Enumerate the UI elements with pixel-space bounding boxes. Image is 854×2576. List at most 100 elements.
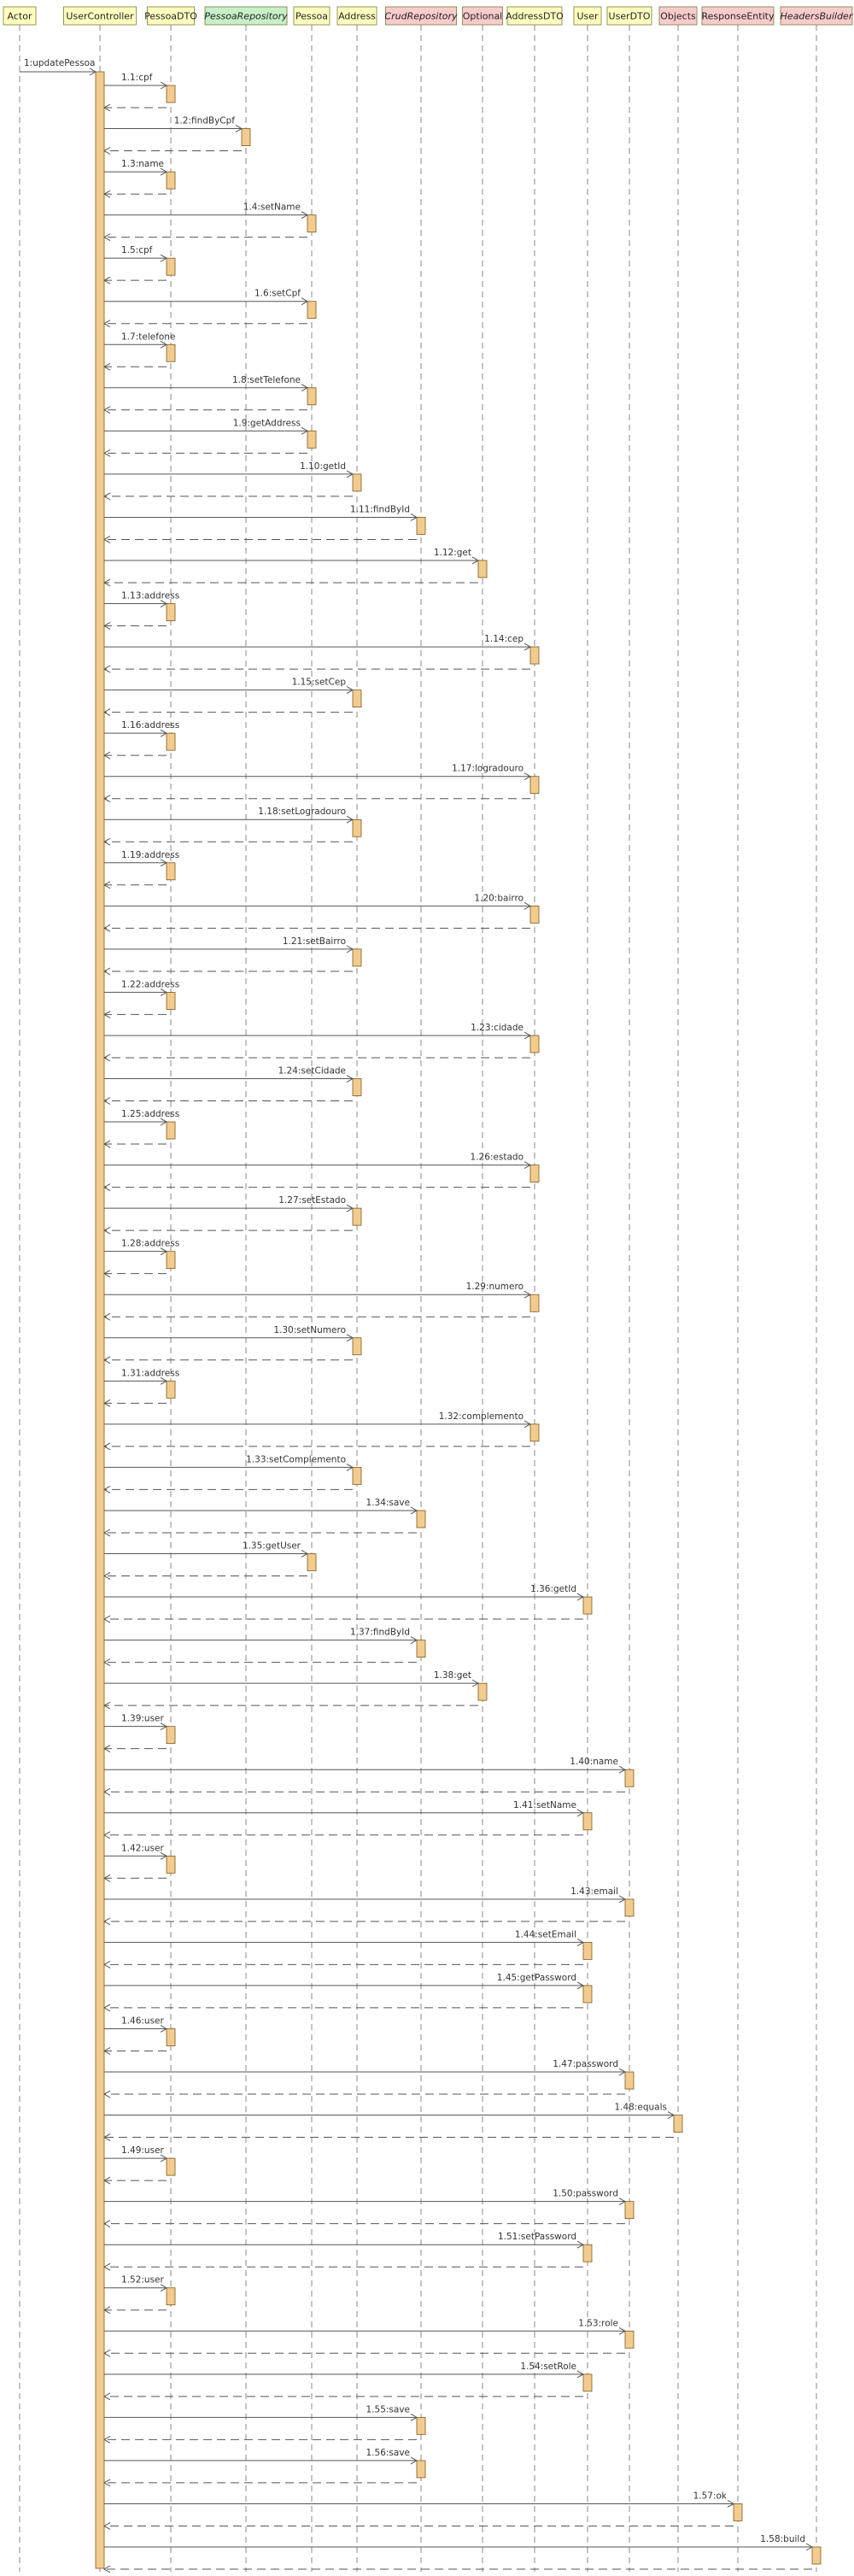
arrow-head [301,1550,309,1558]
arrow-head [102,190,111,198]
arrow-head [102,1053,111,1062]
arrow-head [102,320,111,328]
participant-box [462,6,503,26]
arrow-head [160,167,168,176]
message-57: 1.56:save [102,2448,426,2487]
participant-box [63,6,137,26]
message-6: 1.5:cpf [102,245,176,285]
arrow-head [805,2543,814,2551]
message-12: 1.11:findById [102,504,426,543]
activation-bar [529,1294,540,1312]
participant-label: ResponseEntity [702,11,775,22]
arrow-head [102,2176,111,2185]
message-label: 1.56:save [366,2448,411,2458]
arrow-head [618,2327,627,2335]
arrow-head [160,340,168,349]
participant-label: UserController [66,11,134,22]
arrow-head [102,1745,111,1753]
arrow-head [524,772,532,781]
arrow-head [102,708,111,717]
participant-label: AddressDTO [506,11,564,22]
arrow-head [102,924,111,932]
message-25: 1.24:setCidade [102,1066,362,1105]
message-49: 1.48:equals [102,2103,683,2141]
activation-bar [352,948,362,967]
arrow-head [576,2240,585,2249]
activation-bar [352,819,362,837]
participant-label: PessoaRepository [204,11,288,22]
message-label: 1.5:cpf [121,245,153,255]
activation-bar [477,560,488,578]
participant-user-dto: UserDTO [606,6,652,26]
arrow-head [235,125,243,132]
message-44: 1.43:email [102,1887,635,1926]
message-label: 1.42:user [121,1843,165,1853]
participant-label: User [576,11,599,22]
arrow-head [160,988,168,996]
activation-bar [624,2071,635,2090]
activation-bar [307,1553,317,1571]
message-31: 1.30:setNumero [102,1325,362,1364]
arrow-head [160,1851,168,1860]
message-13: 1.12:get [102,548,488,587]
arrow-head [102,578,111,587]
message-21: 1.20:bairro [102,893,540,932]
arrow-head [576,1938,585,1946]
message-label: 1.35:getUser [243,1540,301,1551]
arrow-head [618,2068,627,2076]
arrow-head [102,406,111,414]
message-label: 1.22:address [121,979,179,989]
arrow-head [410,513,418,521]
message-label: 1.1:cpf [121,73,153,83]
arrow-head [102,1874,111,1882]
message-51: 1.50:password [102,2189,635,2228]
message-7: 1.6:setCpf [102,289,317,328]
activation-bar [352,689,362,708]
activation-bar [624,2201,635,2220]
participant-box [336,6,377,26]
arrow-head [102,665,111,673]
message-29: 1.28:address [102,1239,179,1278]
arrow-head [471,556,480,565]
message-label: 1.41:setName [513,1800,576,1810]
message-8: 1.7:telefone [102,332,175,371]
arrow-head [102,2479,111,2487]
message-48: 1.47:password [102,2059,635,2098]
participant-label: HeadersBuilder [781,11,854,22]
message-label: 1.32:complemento [439,1411,524,1422]
arrow-head [160,1247,168,1256]
arrow-head [102,1356,111,1364]
participant-objects: Objects [658,6,698,26]
arrow-head [102,1831,111,1840]
activation-bar [166,2157,176,2176]
message-2: 1.1:cpf [102,73,176,112]
activation-bar [624,1769,635,1787]
message-label: 1.14:cep [484,634,524,644]
message-38: 1.37:findById [102,1628,426,1667]
message-label: 1.30:setNumero [273,1325,346,1335]
participant-optional: Optional [462,6,503,26]
arrow-head [160,729,168,737]
activation-bar [529,1035,540,1053]
message-label: 1.50:password [553,2189,618,2199]
message-label: 1.51:setPassword [498,2232,576,2242]
activation-bar [352,473,362,492]
arrow-head [576,2370,585,2379]
message-37: 1.36:getId [102,1584,593,1623]
activation-bar [733,2503,743,2521]
message-35: 1.34:save [102,1498,426,1537]
message-58: 1.57:ok [102,2491,743,2530]
message-label: 1.43:email [570,1887,618,1897]
message-label: 1.48:equals [614,2103,667,2113]
message-11: 1.10:getId [102,461,362,501]
message-label: 1.11:findById [350,504,410,514]
message-17: 1.16:address [102,720,179,760]
arrow-head [576,1593,585,1601]
activation-bar [307,301,317,320]
activation-bar-user-controller [95,71,105,2569]
activation-bar [416,2460,426,2479]
message-23: 1.22:address [102,979,179,1018]
message-28: 1.27:setEstado [102,1195,362,1235]
arrow-head [346,686,354,695]
activation-bar [416,1640,426,1658]
